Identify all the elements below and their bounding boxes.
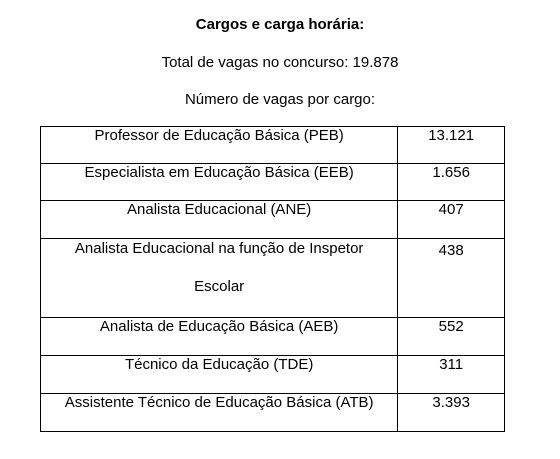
table-row: Professor de Educação Básica (PEB) 13.12… bbox=[39, 126, 505, 164]
vacancies-cell: 13.121 bbox=[397, 126, 505, 164]
position-line: Escolar bbox=[194, 278, 245, 295]
table-row: Analista de Educação Básica (AEB) 552 bbox=[39, 317, 505, 356]
table-row: Especialista em Educação Básica (EEB) 1.… bbox=[39, 163, 505, 201]
position-cell: Analista Educacional (ANE) bbox=[39, 200, 399, 239]
position-cell: Assistente Técnico de Educação Básica (A… bbox=[39, 393, 399, 432]
table-row: Analista Educacional (ANE) 407 bbox=[39, 200, 505, 239]
table-row: Técnico da Educação (TDE) 311 bbox=[39, 355, 505, 394]
vacancies-cell: 311 bbox=[397, 355, 505, 394]
vacancies-cell: 552 bbox=[397, 317, 505, 356]
table-row: Analista Educacional na função de Inspet… bbox=[39, 238, 505, 318]
position-cell: Professor de Educação Básica (PEB) bbox=[39, 126, 399, 164]
vacancies-cell: 3.393 bbox=[397, 393, 505, 432]
section-title: Cargos e carga horária: bbox=[195, 16, 365, 33]
position-cell: Técnico da Educação (TDE) bbox=[39, 355, 399, 394]
table-row: Assistente Técnico de Educação Básica (A… bbox=[39, 393, 505, 432]
vacancies-cell: 438 bbox=[397, 238, 505, 318]
vacancies-table: Professor de Educação Básica (PEB) 13.12… bbox=[39, 126, 505, 432]
position-line: Analista Educacional na função de Inspet… bbox=[74, 240, 364, 257]
vacancies-cell: 407 bbox=[397, 200, 505, 239]
position-cell: Analista de Educação Básica (AEB) bbox=[39, 317, 399, 356]
total-vacancies-text: Total de vagas no concurso: 19.878 bbox=[161, 54, 399, 71]
position-cell: Especialista em Educação Básica (EEB) bbox=[39, 163, 399, 201]
position-cell: Analista Educacional na função de Inspet… bbox=[39, 238, 399, 318]
vacancies-subtitle: Número de vagas por cargo: bbox=[184, 91, 376, 108]
vacancies-cell: 1.656 bbox=[397, 163, 505, 201]
